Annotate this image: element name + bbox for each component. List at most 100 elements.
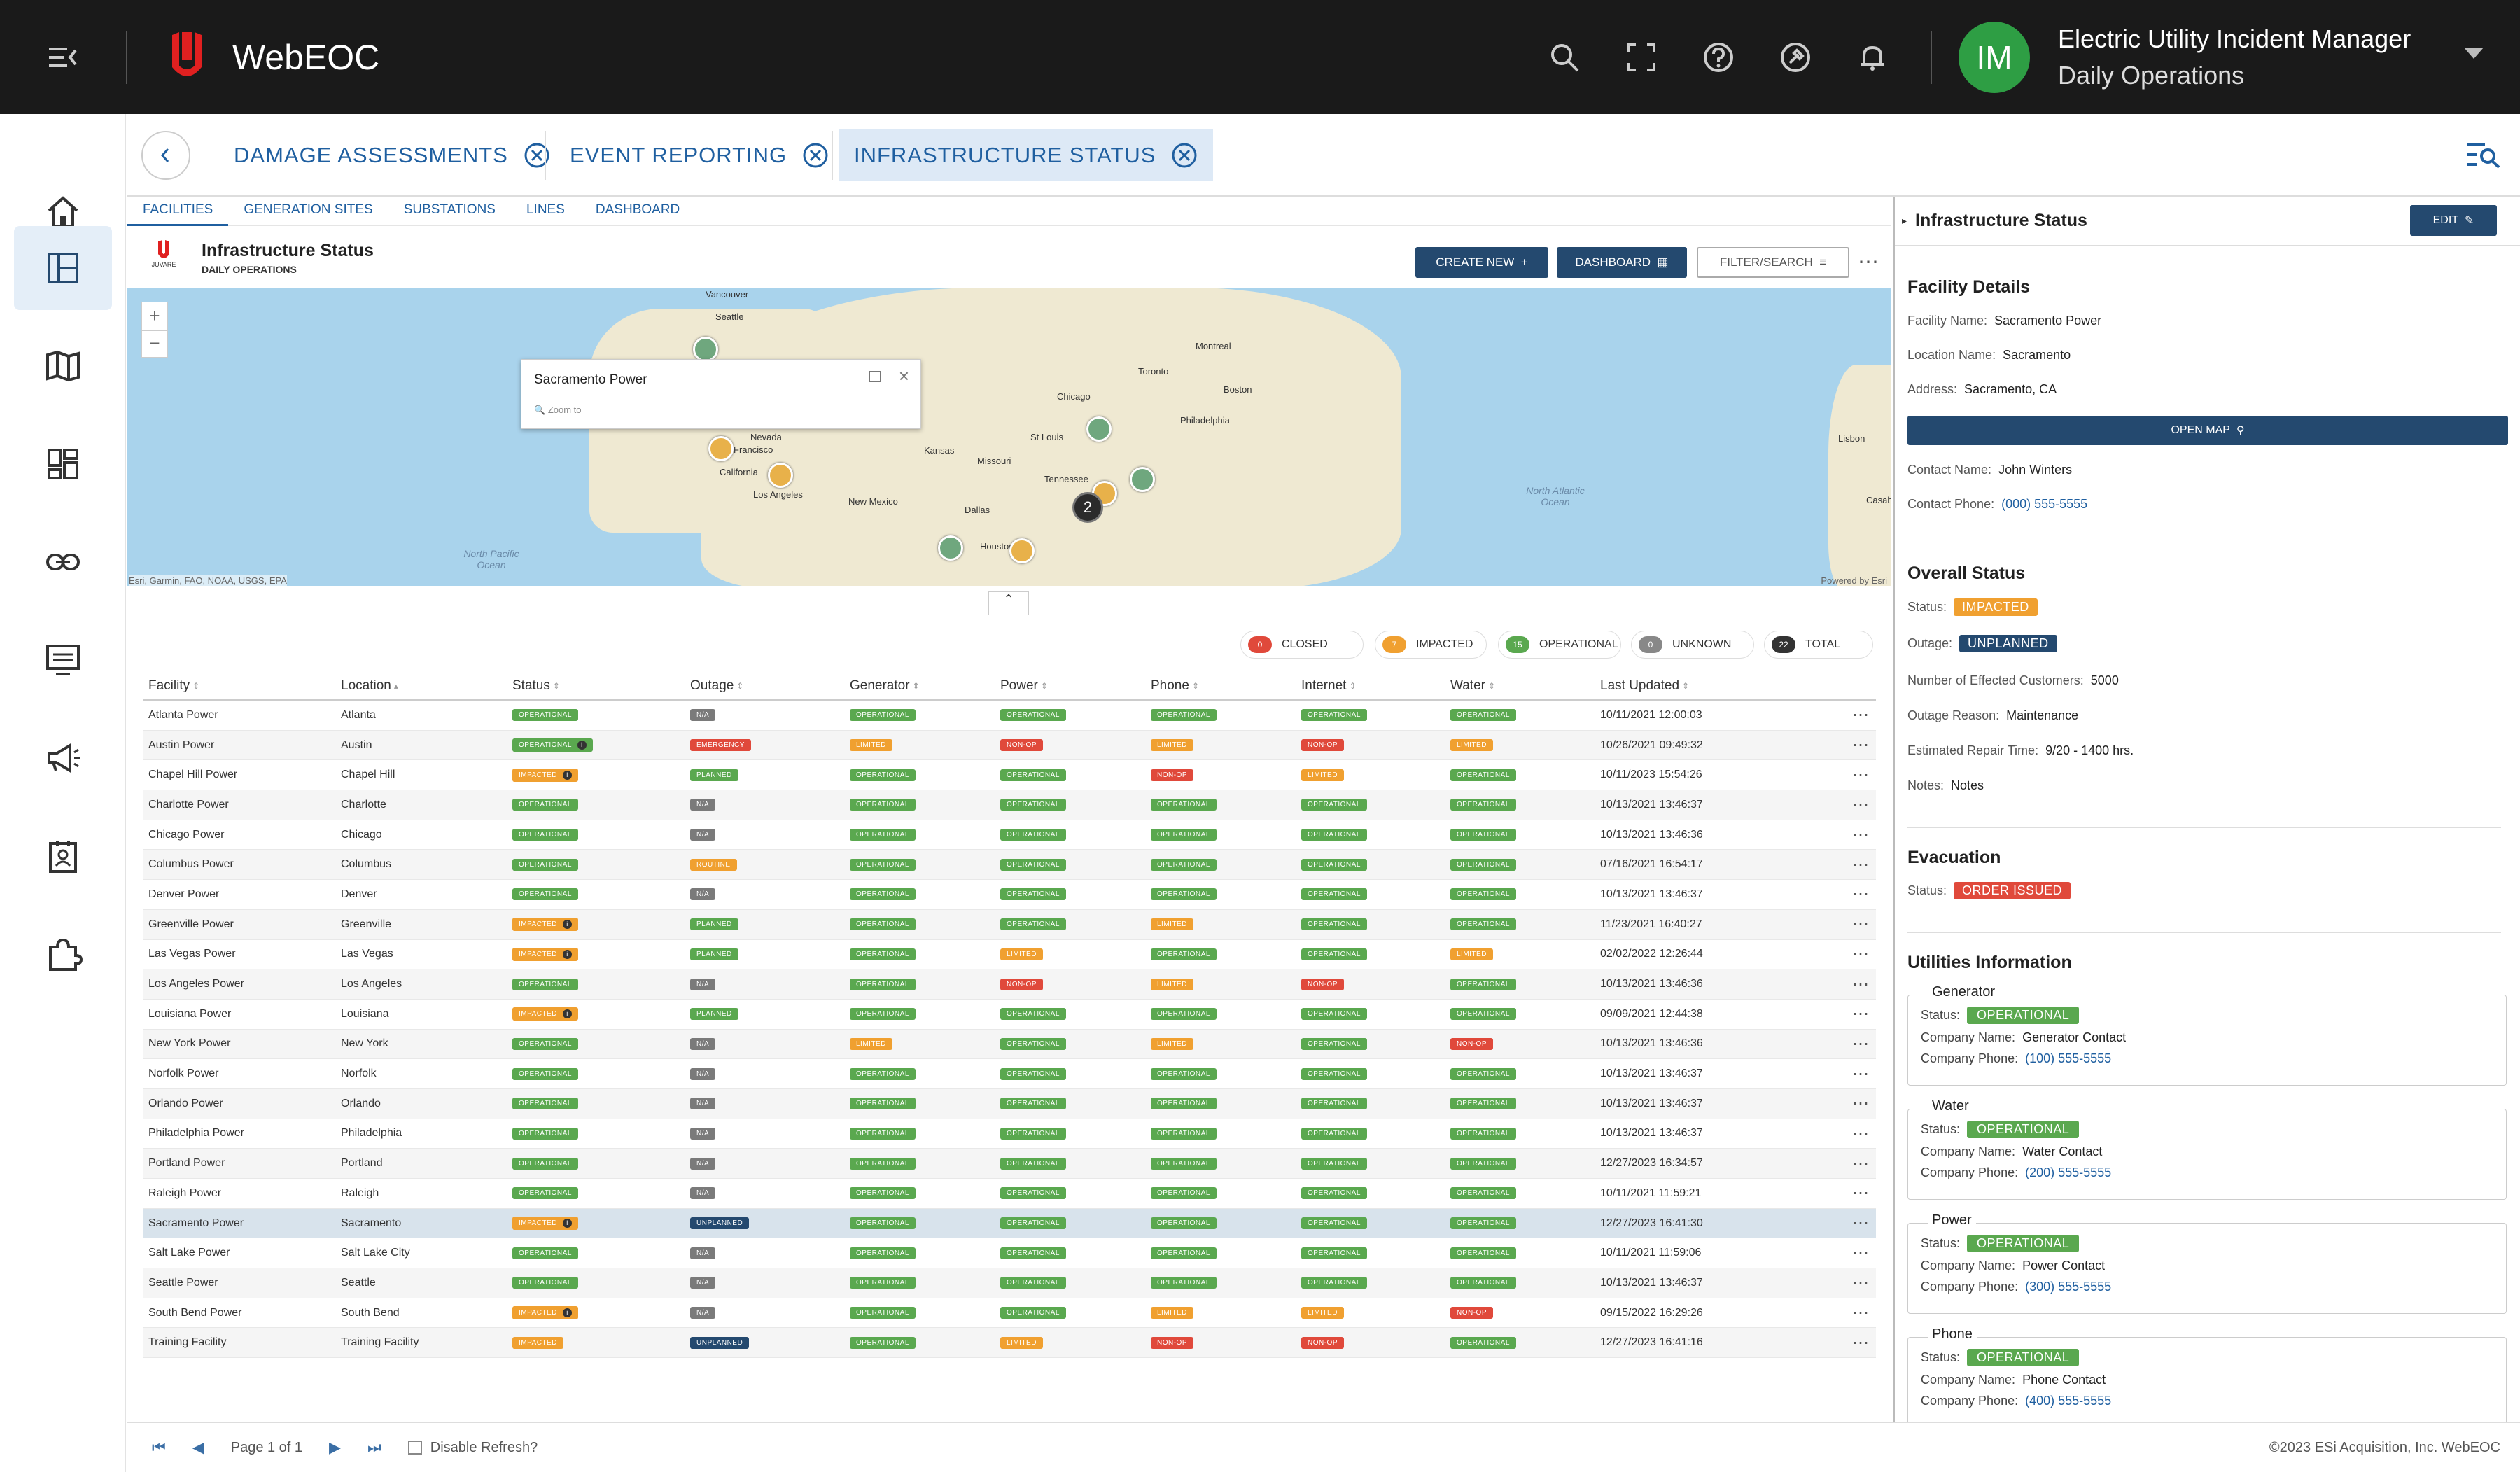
disable-refresh-checkbox[interactable] [407,1441,422,1455]
legend-item[interactable]: 0 CLOSED [1240,631,1364,659]
fullscreen-icon[interactable] [1603,0,1680,114]
tab-event-reporting[interactable]: EVENT REPORTING [554,129,844,181]
legend-item[interactable]: 0 UNKNOWN [1631,631,1754,659]
phone-link[interactable]: (100) 555-5555 [2025,1051,2112,1065]
table-row[interactable]: Chicago Power Chicago OPERATIONAL N/A OPERAT… [143,820,1876,850]
column-header[interactable]: Status ⇕ [512,673,560,699]
dashboard-button[interactable]: DASHBOARD ▦ [1557,247,1687,278]
help-icon[interactable] [1680,0,1757,114]
column-header[interactable]: Location ▴ [341,673,398,699]
row-menu-icon[interactable]: ⋯ [1852,1034,1869,1053]
display-icon[interactable] [14,618,112,702]
sort-icon[interactable]: ⇕ [1349,681,1357,691]
collapse-menu-icon[interactable] [0,0,126,114]
info-icon[interactable]: i [577,741,587,750]
tools-icon[interactable] [1757,0,1834,114]
legend-item[interactable]: 15 OPERATIONAL [1498,631,1621,659]
row-menu-icon[interactable]: ⋯ [1852,1154,1869,1173]
facility-map[interactable]: Vancouver Seattle Francisco California N… [127,288,1891,586]
column-header[interactable]: Outage ⇕ [690,673,743,699]
map-marker-seattle[interactable] [693,337,718,362]
open-map-button[interactable]: OPEN MAP ⚲ [1907,416,2508,445]
table-row[interactable]: Orlando Power Orlando OPERATIONAL N/A OPERAT… [143,1088,1876,1119]
table-row[interactable]: Denver Power Denver OPERATIONAL N/A OPERATIO… [143,880,1876,910]
table-row[interactable]: South Bend Power South Bend IMPACTED i N/A OP… [143,1298,1876,1329]
megaphone-icon[interactable] [14,716,112,800]
table-row[interactable]: Seattle Power Seattle OPERATIONAL N/A OPERAT… [143,1268,1876,1298]
sort-icon[interactable]: ⇕ [1488,681,1496,691]
close-icon[interactable]: × [898,365,909,386]
search-icon[interactable] [1526,0,1603,114]
link-icon[interactable] [14,520,112,604]
phone-link[interactable]: (200) 555-5555 [2025,1165,2112,1179]
table-row[interactable]: Norfolk Power Norfolk OPERATIONAL N/A OPERAT… [143,1059,1876,1089]
plugins-icon[interactable] [14,912,112,996]
filter-search-button[interactable]: FILTER/SEARCH ≡ [1697,247,1849,278]
avatar[interactable]: IM [1959,21,2030,93]
row-menu-icon[interactable]: ⋯ [1852,885,1869,904]
row-menu-icon[interactable]: ⋯ [1852,1184,1869,1203]
table-row[interactable]: Raleigh Power Raleigh OPERATIONAL N/A OPERAT… [143,1179,1876,1209]
subtab-lines[interactable]: LINES [526,202,565,217]
map-marker-sacramento[interactable] [708,436,734,461]
chevron-right-icon[interactable]: ▸ [1902,215,1907,226]
legend-item[interactable]: 7 IMPACTED [1375,631,1487,659]
tab-infrastructure-status[interactable]: INFRASTRUCTURE STATUS [839,129,1214,181]
sort-icon[interactable]: ⇕ [1682,681,1690,691]
phone-link[interactable]: (000) 555-5555 [2001,497,2088,511]
zoom-in-button[interactable]: + [149,305,160,326]
info-icon[interactable]: i [562,1219,572,1228]
row-menu-icon[interactable]: ⋯ [1852,765,1869,785]
subtab-substations[interactable]: SUBSTATIONS [403,202,496,217]
previous-page-icon[interactable]: ◀ [192,1438,204,1456]
table-row[interactable]: Los Angeles Power Los Angeles OPERATIONAL N… [143,969,1876,1000]
row-menu-icon[interactable]: ⋯ [1852,944,1869,964]
dashboard-icon[interactable] [14,422,112,506]
create-new-button[interactable]: CREATE NEW + [1415,247,1548,278]
row-menu-icon[interactable]: ⋯ [1852,1094,1869,1114]
map-marker-louisiana[interactable] [1009,538,1035,563]
dock-popup-icon[interactable] [869,371,881,382]
row-menu-icon[interactable]: ⋯ [1852,706,1869,725]
column-header[interactable]: Generator ⇕ [850,673,920,699]
row-menu-icon[interactable]: ⋯ [1852,1243,1869,1263]
sort-icon[interactable]: ⇕ [552,681,560,691]
table-row[interactable]: Columbus Power Columbus OPERATIONAL ROUTINE… [143,850,1876,881]
row-menu-icon[interactable]: ⋯ [1852,795,1869,815]
subtab-dashboard[interactable]: DASHBOARD [595,202,680,217]
table-row[interactable]: Sacramento Power Sacramento IMPACTED i UNPLA… [143,1208,1876,1239]
row-menu-icon[interactable]: ⋯ [1852,1303,1869,1323]
zoom-out-button[interactable]: − [142,330,167,357]
column-header[interactable]: Water ⇕ [1450,673,1495,699]
row-menu-icon[interactable]: ⋯ [1852,974,1869,994]
map-marker-philadelphia[interactable] [1130,467,1155,492]
last-page-icon[interactable]: ⏭ [367,1438,382,1456]
sort-icon[interactable]: ⇕ [912,681,920,691]
info-icon[interactable]: i [562,1009,572,1019]
row-menu-icon[interactable]: ⋯ [1852,1004,1869,1024]
sort-icon[interactable]: ⇕ [1040,681,1048,691]
row-menu-icon[interactable]: ⋯ [1852,1333,1869,1352]
phone-link[interactable]: (300) 555-5555 [2025,1280,2112,1294]
table-row[interactable]: Greenville Power Greenville IMPACTED i PLANN… [143,909,1876,940]
row-menu-icon[interactable]: ⋯ [1852,1214,1869,1233]
table-row[interactable]: Charlotte Power Charlotte OPERATIONAL N/A OP… [143,790,1876,820]
table-row[interactable]: Salt Lake Power Salt Lake City OPERATIONAL… [143,1238,1876,1269]
user-menu[interactable]: IM Electric Utility Incident Manager Dai… [1932,0,2411,114]
info-icon[interactable]: i [562,949,572,959]
close-tab-icon[interactable] [524,142,550,169]
phone-link[interactable]: (400) 555-5555 [2025,1394,2112,1408]
collapse-map-button[interactable]: ⌃ [988,591,1029,615]
row-menu-icon[interactable]: ⋯ [1852,855,1869,874]
tab-damage-assessments[interactable]: DAMAGE ASSESSMENTS [218,129,566,181]
row-menu-icon[interactable]: ⋯ [1852,915,1869,934]
table-row[interactable]: Atlanta Power Atlanta OPERATIONAL N/A OPERAT… [143,701,1876,731]
row-menu-icon[interactable]: ⋯ [1852,1273,1869,1293]
map-marker-chicago[interactable] [1086,416,1112,442]
table-row[interactable]: Philadelphia Power Philadelphia OPERATIONA… [143,1119,1876,1149]
table-row[interactable]: Portland Power Portland OPERATIONAL N/A OPER… [143,1149,1876,1179]
map-marker-los-angeles[interactable] [768,463,793,488]
map-cluster[interactable]: 2 [1072,492,1103,523]
column-header[interactable]: Internet ⇕ [1301,673,1357,699]
back-button[interactable] [141,131,190,180]
